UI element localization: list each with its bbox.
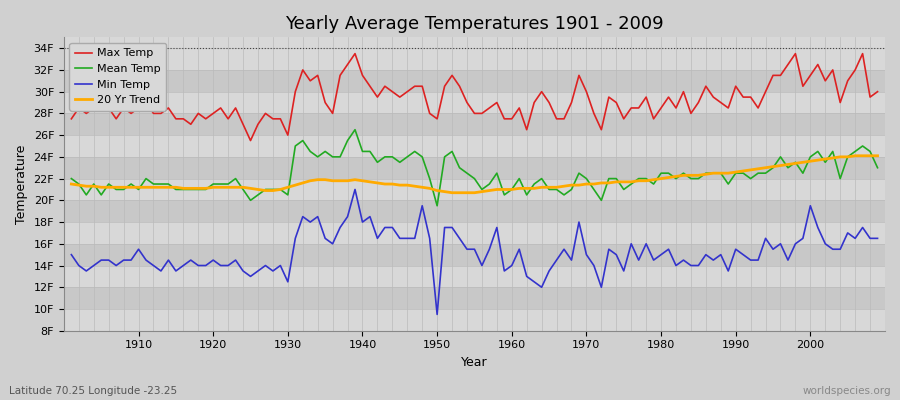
Line: Mean Temp: Mean Temp [71,130,878,206]
Mean Temp [514,176,525,181]
Mean Temp [290,144,301,148]
Mean Temp [521,192,532,197]
Bar [64,70,885,92]
20 Yr Trend [872,153,883,158]
Max Temp [349,51,360,56]
Min Temp [872,236,883,241]
Min Temp [349,187,360,192]
Bar [64,157,885,178]
Max Temp [514,106,525,110]
20 Yr Trend [335,178,346,183]
Line: Max Temp: Max Temp [71,54,878,140]
Mean Temp [66,176,77,181]
Max Temp [245,138,256,143]
Mean Temp [432,203,443,208]
Min Temp [611,252,622,257]
20 Yr Trend [514,186,525,191]
20 Yr Trend [66,182,77,186]
20 Yr Trend [507,187,517,192]
20 Yr Trend [126,185,137,190]
Min Temp [432,312,443,317]
20 Yr Trend [850,153,860,158]
Mean Temp [126,182,137,186]
Bar [64,135,885,157]
Bar [64,266,885,287]
Bar [64,48,885,70]
Bar [64,244,885,266]
Line: Min Temp: Min Temp [71,190,878,314]
Max Temp [66,116,77,121]
Title: Yearly Average Temperatures 1901 - 2009: Yearly Average Temperatures 1901 - 2009 [285,15,664,33]
Bar [64,92,885,113]
Max Temp [126,111,137,116]
Bar [64,113,885,135]
Max Temp [342,62,353,67]
Bar [64,309,885,331]
Line: 20 Yr Trend: 20 Yr Trend [71,156,878,193]
Bar [64,287,885,309]
Min Temp [514,247,525,252]
Max Temp [872,89,883,94]
X-axis label: Year: Year [461,356,488,369]
Min Temp [290,236,301,241]
Legend: Max Temp, Mean Temp, Min Temp, 20 Yr Trend: Max Temp, Mean Temp, Min Temp, 20 Yr Tre… [69,43,166,111]
Bar [64,178,885,200]
Text: Latitude 70.25 Longitude -23.25: Latitude 70.25 Longitude -23.25 [9,386,177,396]
Bar [64,200,885,222]
Min Temp [335,225,346,230]
Max Temp [611,100,622,105]
Text: worldspecies.org: worldspecies.org [803,386,891,396]
20 Yr Trend [446,190,457,195]
Max Temp [297,68,308,72]
Mean Temp [611,176,622,181]
Min Temp [126,258,137,262]
Min Temp [521,274,532,279]
Mean Temp [335,154,346,159]
Bar [64,222,885,244]
Mean Temp [872,165,883,170]
20 Yr Trend [290,183,301,188]
Y-axis label: Temperature: Temperature [15,144,28,224]
Min Temp [66,252,77,257]
Max Temp [521,127,532,132]
20 Yr Trend [603,180,614,185]
Mean Temp [349,127,360,132]
